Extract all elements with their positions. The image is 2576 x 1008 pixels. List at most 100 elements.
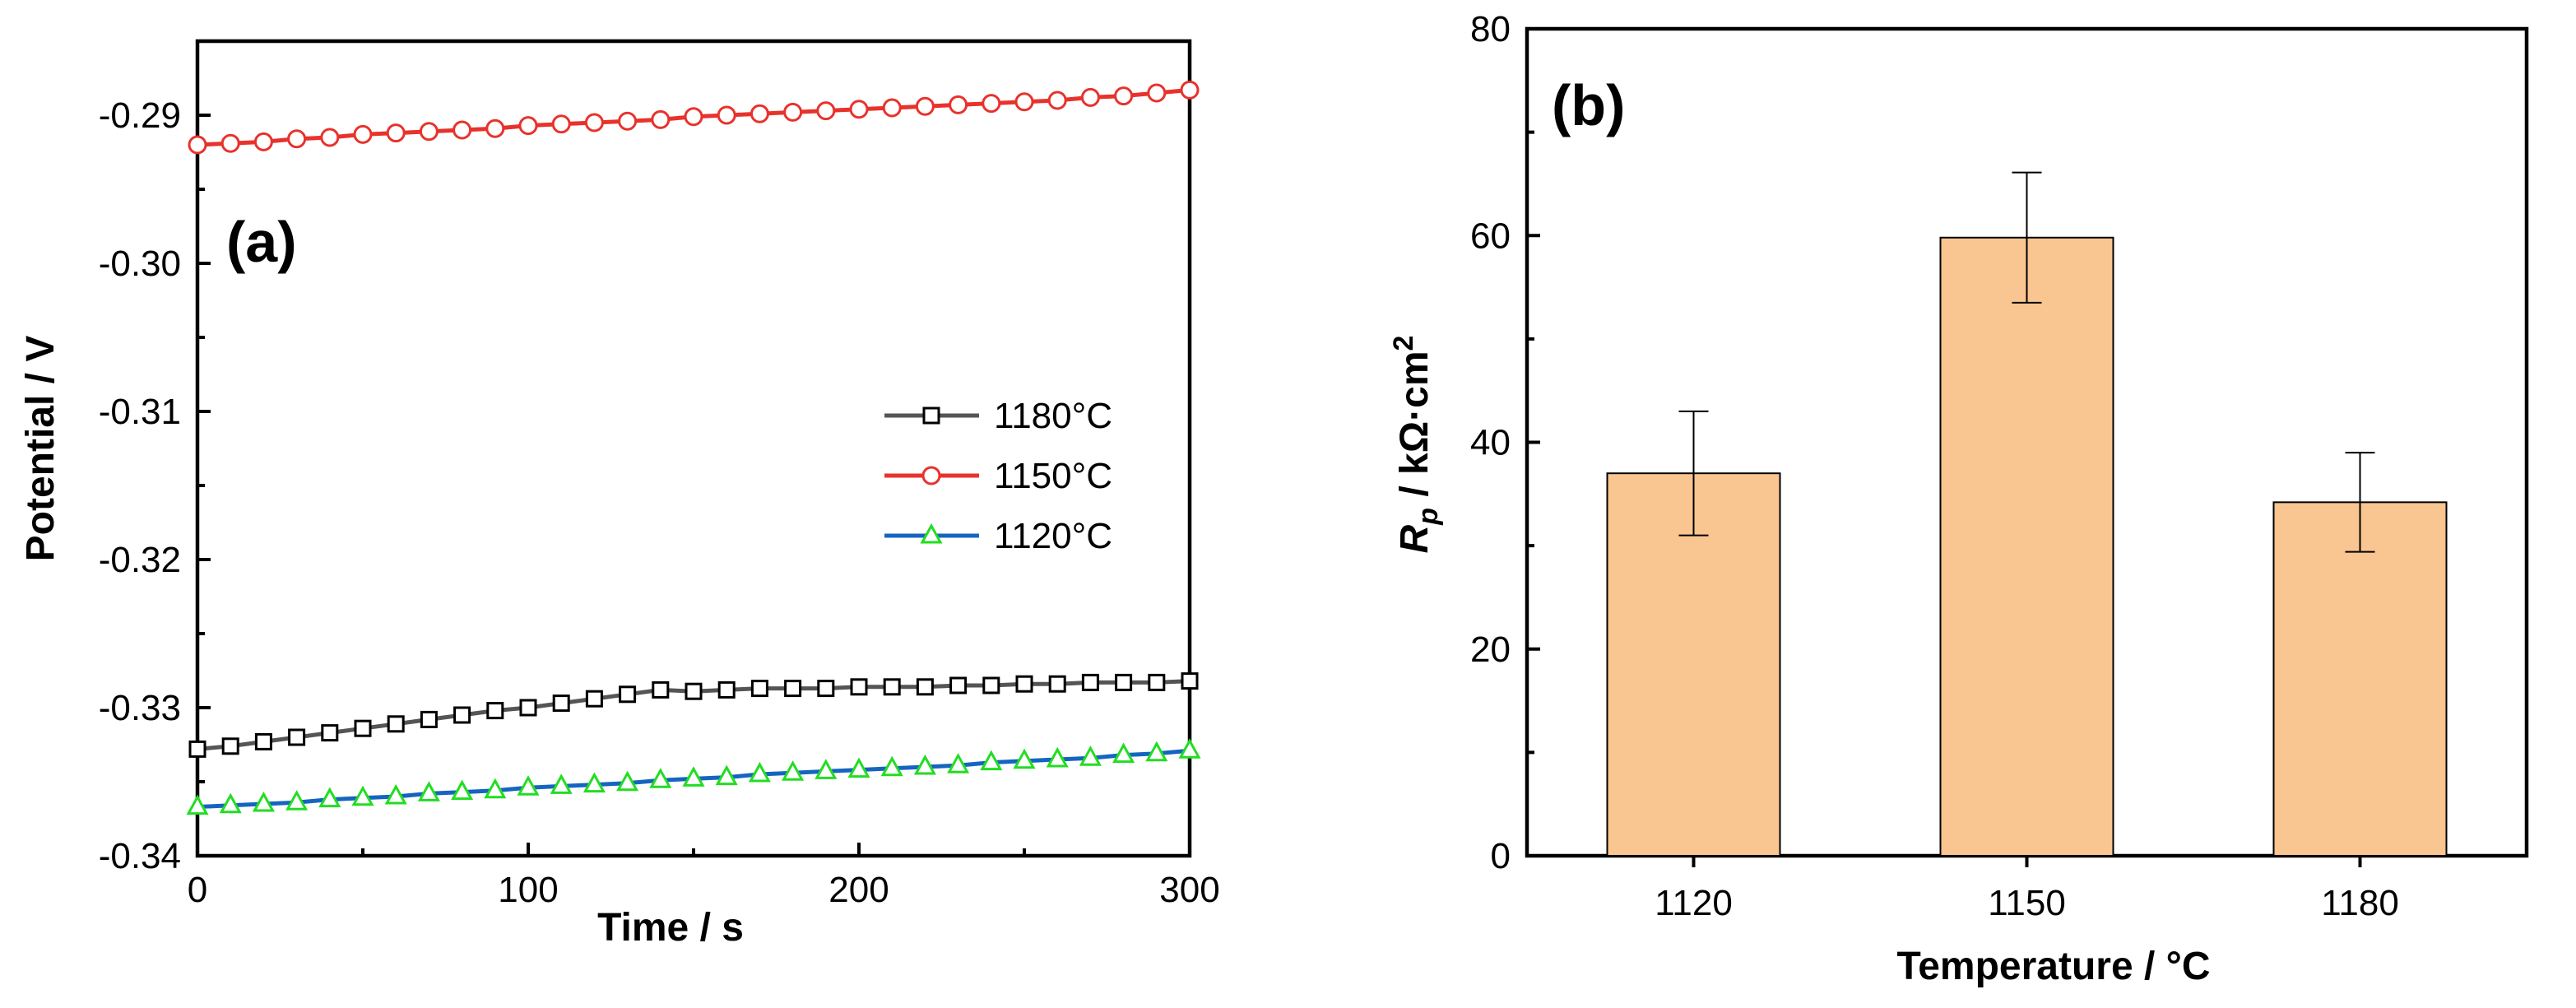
- x-axis-title: Time / s: [597, 906, 744, 950]
- bar-1120: [1606, 472, 1781, 857]
- data-point-triangle: [715, 764, 738, 786]
- x-axis-title: Temperature / °C: [1896, 945, 2210, 988]
- data-point-triangle: [417, 781, 440, 801]
- y-tick-label: -0.30: [99, 244, 181, 284]
- legend-label: 1120°C: [994, 516, 1112, 556]
- y-tick-label: -0.32: [99, 540, 181, 580]
- x-tick-label: 0: [188, 870, 207, 910]
- data-point-circle: [684, 107, 703, 127]
- bar-1150: [1939, 236, 2114, 857]
- data-point-square: [949, 676, 968, 694]
- x-tick-label: 1180: [2321, 883, 2399, 923]
- y-tick-label: 40: [1470, 423, 1511, 463]
- y-tick-label: -0.29: [99, 95, 181, 136]
- series-1120°C: [186, 738, 1201, 815]
- x-tick-label: 1120: [1655, 883, 1733, 923]
- data-point-triangle: [186, 794, 209, 815]
- y-tick-label: 80: [1470, 9, 1511, 49]
- data-point-square: [453, 706, 471, 724]
- data-point-triangle: [252, 791, 275, 812]
- data-point-circle: [320, 128, 340, 147]
- data-point-circle: [1180, 80, 1200, 100]
- plot-area-frame: [195, 39, 1192, 858]
- data-point-square: [552, 694, 570, 713]
- data-point-triangle: [980, 750, 1003, 771]
- y-axis-title: Rp / kΩ·cm2: [1388, 336, 1444, 554]
- data-point-circle: [1114, 86, 1134, 106]
- panel-label-b: (b): [1552, 73, 1625, 137]
- data-point-triangle: [782, 760, 805, 781]
- series-1180°C: [188, 672, 1199, 758]
- data-point-square: [486, 702, 504, 720]
- data-point-circle: [849, 100, 869, 119]
- data-point-triangle: [649, 768, 672, 788]
- data-point-square: [321, 724, 339, 742]
- data-point-circle: [551, 114, 571, 134]
- y-axis-title: Potential / V: [19, 336, 63, 562]
- data-point-triangle: [484, 778, 507, 799]
- data-point-circle: [1047, 91, 1067, 110]
- y-axis-title-main: R: [1393, 524, 1437, 553]
- data-point-circle: [921, 466, 941, 485]
- bars-layer: [1606, 171, 2448, 857]
- data-point-triangle: [682, 766, 705, 787]
- data-point-triangle: [847, 757, 870, 778]
- data-point-square: [652, 681, 670, 699]
- data-point-square: [1015, 675, 1033, 693]
- data-point-square: [784, 680, 802, 698]
- data-point-triangle: [1013, 748, 1036, 769]
- data-point-triangle: [947, 753, 970, 773]
- data-point-triangle: [219, 792, 242, 814]
- data-point-square: [1181, 672, 1199, 690]
- data-point-circle: [453, 120, 472, 140]
- data-point-circle: [287, 129, 307, 149]
- legend-label: 1150°C: [994, 456, 1112, 496]
- data-point-triangle: [1079, 746, 1102, 766]
- data-point-triangle: [1112, 742, 1135, 764]
- data-point-circle: [949, 95, 968, 114]
- data-point-square: [519, 699, 537, 717]
- data-point-square: [1048, 675, 1066, 693]
- data-point-circle: [618, 111, 638, 131]
- data-point-triangle: [550, 773, 573, 794]
- data-point-square: [254, 732, 272, 750]
- data-point-circle: [485, 118, 505, 138]
- data-point-square: [288, 728, 306, 746]
- data-point-square: [619, 685, 637, 704]
- series-1150°C: [188, 80, 1200, 155]
- axis-ticks: 0 100 200 300 -0.34 -0.33 -0.32 -0.31 -0.30 -0.29: [99, 39, 1220, 910]
- bar-1180: [2272, 501, 2448, 857]
- data-point-square: [717, 681, 736, 699]
- x-tick-label: 200: [828, 870, 889, 910]
- data-point-circle: [982, 94, 1001, 114]
- data-point-circle: [882, 98, 902, 118]
- y-axis-title-sub: p: [1413, 508, 1444, 526]
- data-point-triangle: [1046, 746, 1069, 768]
- data-point-square: [354, 719, 372, 737]
- y-tick-label: 60: [1470, 216, 1511, 256]
- data-point-triangle: [517, 775, 540, 796]
- data-point-circle: [717, 105, 736, 125]
- y-tick-label: -0.31: [99, 392, 181, 432]
- data-point-circle: [1014, 92, 1034, 112]
- data-point-square: [1081, 673, 1099, 691]
- data-point-triangle: [920, 523, 943, 544]
- axis-ticks: 0 20 40 60 80 1120 1150 1180: [1470, 9, 2399, 923]
- data-point-triangle: [285, 790, 309, 811]
- data-point-triangle: [880, 755, 903, 777]
- data-point-square: [883, 678, 901, 696]
- data-point-circle: [220, 133, 240, 153]
- data-point-square: [850, 678, 868, 696]
- x-tick-label: 100: [498, 870, 558, 910]
- data-point-triangle: [1178, 738, 1201, 759]
- data-point-circle: [783, 102, 803, 122]
- data-point-triangle: [815, 759, 838, 779]
- data-point-triangle: [451, 779, 474, 801]
- data-point-circle: [651, 109, 671, 129]
- data-point-triangle: [384, 783, 407, 805]
- data-point-square: [916, 678, 934, 696]
- data-point-circle: [915, 96, 935, 116]
- data-point-triangle: [318, 787, 341, 808]
- data-point-circle: [750, 104, 769, 123]
